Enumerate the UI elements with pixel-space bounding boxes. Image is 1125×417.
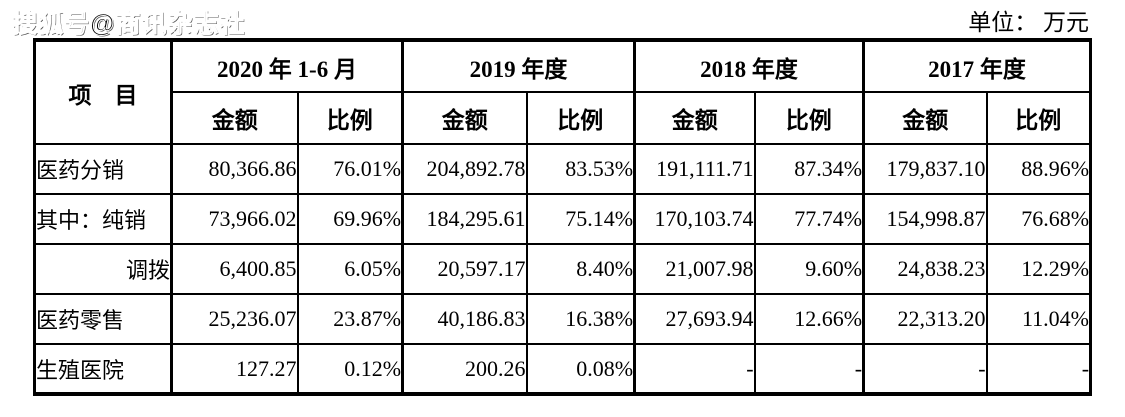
row-label: 其中：纯销 [33,193,173,245]
amount-header-2017: 金额 [862,91,988,145]
cell-value: 75.14% [525,193,636,245]
item-header: 项 目 [33,39,173,145]
cell-value: - [753,343,865,395]
cell-value: 73,966.02 [170,193,299,245]
year-header-2018: 2018 年度 [633,39,865,93]
table-row-direct-sales: 其中：纯销 73,966.02 69.96% 184,295.61 75.14%… [33,193,1092,245]
ratio-header-2020h1: 比例 [296,91,404,145]
cell-value: 88.96% [985,143,1092,195]
cell-value: 83.53% [525,143,636,195]
year-header-row: 项 目 2020 年 1-6 月 2019 年度 2018 年度 2017 年度 [33,39,1092,145]
year-header-2017: 2017 年度 [862,39,1092,93]
cell-value: 27,693.94 [633,293,756,345]
amount-header-2019: 金额 [401,91,528,145]
cell-value: 127.27 [170,343,299,395]
cell-value: 179,837.10 [862,143,988,195]
cell-value: 77.74% [753,193,865,245]
table-row-pharma-distribution: 医药分销 80,366.86 76.01% 204,892.78 83.53% … [33,143,1092,195]
cell-value: 69.96% [296,193,404,245]
table-row-pharma-retail: 医药零售 25,236.07 23.87% 40,186.83 16.38% 2… [33,293,1092,345]
sub-header-row: 金额 比例 金额 比例 金额 比例 金额 比例 [35,91,1092,145]
cell-value: 9.60% [753,243,865,295]
cell-value: 21,007.98 [633,243,756,295]
year-header-2020h1: 2020 年 1-6 月 [169,39,404,93]
ratio-header-2018: 比例 [753,91,865,145]
cell-value: 22,313.20 [862,293,988,345]
cell-value: - [862,343,988,395]
cell-value: 16.38% [525,293,636,345]
cell-value: 12.66% [753,293,865,345]
cell-value: - [985,343,1092,395]
cell-value: 23.87% [296,293,404,345]
cell-value: 20,597.17 [401,243,528,295]
cell-value: 76.68% [985,193,1092,245]
row-label: 医药分销 [33,143,173,195]
cell-value: 6.05% [296,243,404,295]
cell-value: 204,892.78 [401,143,528,195]
row-label: 生殖医院 [33,343,173,395]
cell-value: 12.29% [985,243,1092,295]
cell-value: 25,236.07 [170,293,299,345]
table-row-allocation: 调拨 6,400.85 6.05% 20,597.17 8.40% 21,007… [33,243,1092,295]
year-header-2019: 2019 年度 [401,39,636,93]
row-label: 调拨 [33,243,173,295]
cell-value: 24,838.23 [862,243,988,295]
cell-value: 170,103.74 [633,193,756,245]
amount-header-2020h1: 金额 [170,91,299,145]
cell-value: 40,186.83 [401,293,528,345]
cell-value: 76.01% [296,143,404,195]
revenue-breakdown-table: 项 目 2020 年 1-6 月 2019 年度 2018 年度 2017 年度… [33,38,1093,396]
cell-value: 191,111.71 [633,143,756,195]
cell-value: 87.34% [753,143,865,195]
ratio-header-2017: 比例 [985,91,1092,145]
cell-value: 6,400.85 [170,243,299,295]
table-row-reproductive-hospital: 生殖医院 127.27 0.12% 200.26 0.08% - - - - [33,343,1092,395]
sohu-watermark: 搜狐号@商讯杂志社 [11,10,246,39]
ratio-header-2019: 比例 [525,91,636,145]
cell-value: 8.40% [525,243,636,295]
cell-value: 0.08% [525,343,636,395]
cell-value: 11.04% [985,293,1092,345]
unit-label: 单位： 万元 [968,10,1089,35]
cell-value: 200.26 [401,343,528,395]
amount-header-2018: 金额 [633,91,756,145]
row-label: 医药零售 [33,293,173,345]
cell-value: - [633,343,756,395]
cell-value: 0.12% [296,343,404,395]
cell-value: 184,295.61 [401,193,528,245]
cell-value: 154,998.87 [862,193,988,245]
cell-value: 80,366.86 [170,143,299,195]
